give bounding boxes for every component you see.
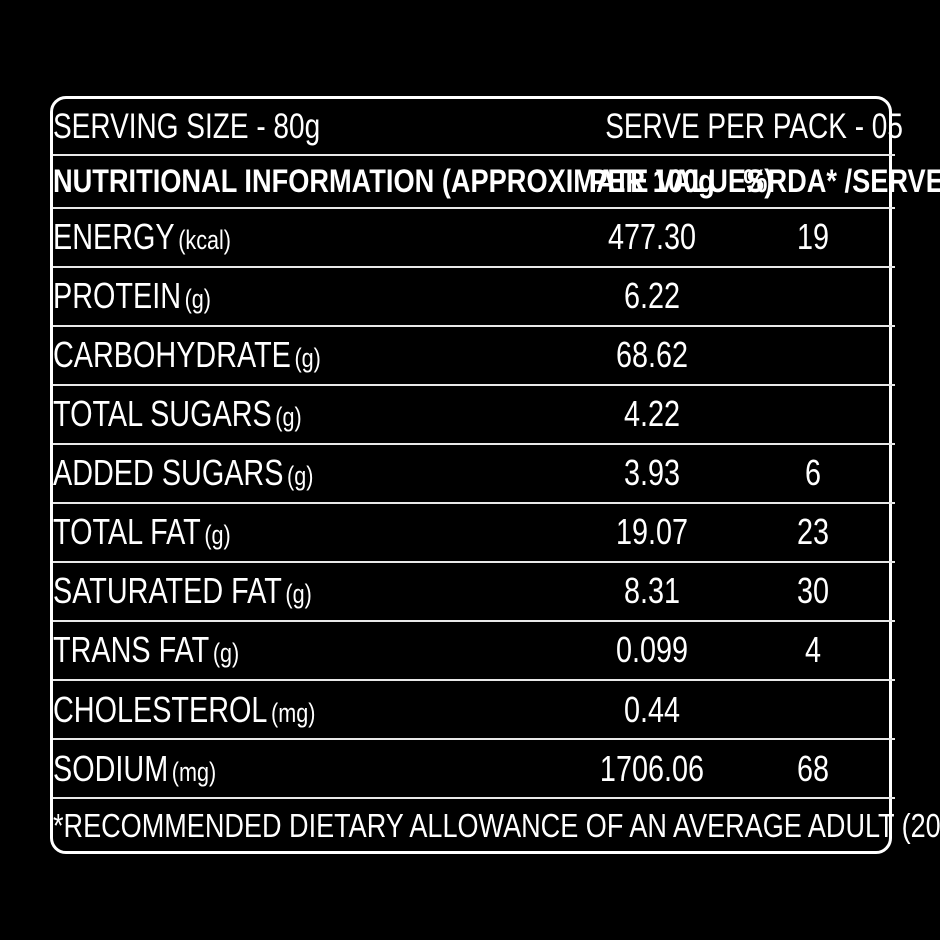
nutrient-name: TOTAL FAT (53, 511, 201, 553)
nutrient-name-cell: TRANS FAT (g) (53, 620, 573, 681)
table-row: CARBOHYDRATE (g) 68.62 (53, 325, 895, 386)
per-100g-value: 477.30 (607, 216, 697, 258)
rda-value: 6 (804, 452, 822, 494)
nutrient-unit: (g) (294, 343, 321, 374)
per-100g-value: 1706.06 (599, 747, 705, 789)
nutrient-name-cell: PROTEIN (g) (53, 266, 573, 327)
nutrient-unit: (g) (285, 579, 312, 610)
nutritional-information-header-cell: NUTRITIONAL INFORMATION (APPROXIMATE VAL… (53, 154, 774, 209)
rda-value-cell: 30 (731, 561, 895, 622)
rda-value-cell (731, 325, 895, 386)
table-row: TOTAL FAT (g) 19.07 23 (53, 502, 895, 563)
serving-size-cell: SERVING SIZE - 80g (53, 99, 573, 156)
nutrient-name: SODIUM (53, 747, 169, 789)
per-100g-value-cell: 3.93 (573, 443, 731, 504)
nutrient-name: ENERGY (53, 216, 175, 258)
per-100g-value-cell: 0.099 (573, 620, 731, 681)
per-100g-value-cell: 8.31 (573, 561, 731, 622)
nutrition-facts-panel: SERVING SIZE - 80g SERVE PER PACK - 05 N… (50, 96, 940, 854)
nutrient-unit: (g) (275, 402, 302, 433)
per-100g-value: 6.22 (623, 275, 681, 317)
serve-per-pack-cell: SERVE PER PACK - 05 (573, 99, 903, 156)
table-row: TRANS FAT (g) 0.099 4 (53, 620, 895, 681)
per-100g-value: 19.07 (615, 511, 689, 553)
rda-value: 30 (796, 570, 830, 612)
per-100g-header-cell: PER 100g (573, 154, 731, 209)
table-row: PROTEIN (g) 6.22 (53, 266, 895, 327)
nutrient-unit: (g) (287, 461, 314, 492)
rda-footnote-text: *RECOMMENDED DIETARY ALLOWANCE OF AN AVE… (53, 806, 940, 844)
column-header-row: NUTRITIONAL INFORMATION (APPROXIMATE VAL… (53, 154, 940, 209)
table-row: CHOLESTEROL (mg) 0.44 (53, 679, 895, 741)
nutrient-name: CARBOHYDRATE (53, 334, 291, 376)
rda-value-cell: 6 (731, 443, 895, 504)
rda-value-cell (731, 266, 895, 327)
per-100g-value-cell: 4.22 (573, 384, 731, 445)
rda-per-serve-label: %RDA* /SERVE (743, 163, 940, 200)
per-100g-value-cell: 1706.06 (573, 739, 731, 800)
nutrient-name: CHOLESTEROL (53, 688, 268, 730)
nutrient-unit: (mg) (171, 756, 217, 787)
rda-value-cell: 68 (731, 739, 895, 800)
nutrient-name-cell: TOTAL FAT (g) (53, 502, 573, 563)
per-100g-value: 8.31 (623, 570, 681, 612)
nutrient-name-cell: SATURATED FAT (g) (53, 561, 573, 622)
rda-value: 19 (796, 216, 830, 258)
per-100g-value: 3.93 (623, 452, 681, 494)
rda-value: 4 (804, 629, 822, 671)
rda-value-cell: 19 (731, 207, 895, 268)
rda-value-cell: 23 (731, 502, 895, 563)
nutrient-name: PROTEIN (53, 275, 182, 317)
per-100g-value: 0.44 (623, 688, 681, 730)
nutrient-name-cell: ENERGY (kcal) (53, 207, 573, 268)
rda-value: 23 (796, 511, 830, 553)
nutrient-name: TOTAL SUGARS (53, 393, 272, 435)
nutrient-name-cell: TOTAL SUGARS (g) (53, 384, 573, 445)
nutrient-unit: (g) (204, 520, 231, 551)
rda-value: 68 (796, 747, 830, 789)
per-100g-value: 68.62 (615, 334, 689, 376)
table-row: TOTAL SUGARS (g) 4.22 (53, 384, 895, 445)
nutrient-unit: (g) (212, 638, 240, 669)
nutrient-name: TRANS FAT (53, 629, 210, 671)
serving-row: SERVING SIZE - 80g SERVE PER PACK - 05 (53, 99, 903, 156)
serving-size-text: SERVING SIZE - 80g (53, 106, 321, 146)
per-100g-value-cell: 477.30 (573, 207, 731, 268)
footnote-cell: *RECOMMENDED DIETARY ALLOWANCE OF AN AVE… (53, 798, 940, 851)
nutrient-unit: (g) (184, 284, 211, 315)
nutrient-name: ADDED SUGARS (53, 452, 284, 494)
table-row: ENERGY (kcal) 477.30 19 (53, 207, 895, 268)
table-row: SATURATED FAT (g) 8.31 30 (53, 561, 895, 622)
nutrition-table-body: SERVING SIZE - 80g SERVE PER PACK - 05 N… (53, 99, 940, 851)
per-100g-value: 0.099 (615, 629, 689, 671)
per-100g-value-cell: 19.07 (573, 502, 731, 563)
nutrient-name-cell: CHOLESTEROL (mg) (53, 679, 573, 741)
nutrient-name-cell: CARBOHYDRATE (g) (53, 325, 573, 386)
nutritional-information-title: NUTRITIONAL INFORMATION (APPROXIMATE VAL… (53, 163, 774, 200)
nutrient-unit: (kcal) (178, 225, 231, 256)
per-100g-value-cell: 68.62 (573, 325, 731, 386)
nutrient-name: SATURATED FAT (53, 570, 282, 612)
rda-value-cell (731, 679, 895, 741)
table-row: SODIUM (mg) 1706.06 68 (53, 739, 895, 800)
per-100g-value-cell: 0.44 (573, 679, 731, 741)
per-100g-value-cell: 6.22 (573, 266, 731, 327)
nutrition-table: SERVING SIZE - 80g SERVE PER PACK - 05 N… (53, 99, 940, 851)
per-100g-value: 4.22 (623, 393, 681, 435)
table-row: ADDED SUGARS (g) 3.93 6 (53, 443, 895, 504)
nutrient-unit: (mg) (271, 697, 316, 728)
nutrient-name-cell: ADDED SUGARS (g) (53, 443, 573, 504)
footnote-row: *RECOMMENDED DIETARY ALLOWANCE OF AN AVE… (53, 798, 940, 851)
rda-value-cell: 4 (731, 620, 895, 681)
rda-value-cell (731, 384, 895, 445)
per-100g-label: PER 100g (589, 163, 715, 200)
nutrient-name-cell: SODIUM (mg) (53, 739, 573, 800)
serve-per-pack-text: SERVE PER PACK - 05 (605, 106, 903, 146)
rda-header-cell: %RDA* /SERVE (731, 154, 940, 209)
